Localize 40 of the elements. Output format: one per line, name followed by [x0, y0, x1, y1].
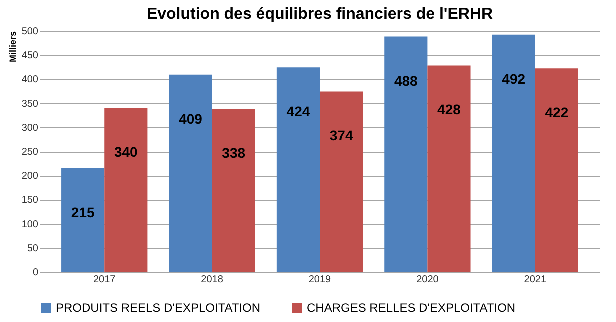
data-label: 428 — [438, 102, 462, 118]
y-tick-label: 250 — [22, 147, 39, 158]
y-axis-title: Milliers — [8, 32, 18, 63]
y-tick-label: 0 — [32, 268, 39, 278]
bar — [428, 66, 471, 272]
bar — [384, 36, 428, 272]
bar — [276, 68, 320, 272]
bar — [492, 34, 536, 272]
chart-title: Evolution des équilibres financiers de l'ERHR — [146, 6, 494, 23]
x-tick-label: 2018 — [201, 274, 224, 286]
data-label: 492 — [502, 70, 526, 87]
x-tick-label: 2017 — [93, 274, 116, 286]
legend-label: PRODUITS REELS D'EXPLOITATION — [56, 301, 261, 315]
data-label: 374 — [330, 128, 354, 144]
y-tick-label: 50 — [27, 243, 39, 254]
bar — [62, 168, 105, 272]
y-tick-label: 200 — [22, 171, 39, 182]
x-tick-label: 2021 — [524, 274, 547, 286]
y-tick-label: 450 — [22, 50, 39, 62]
y-tick-label: 300 — [22, 122, 39, 134]
data-label: 409 — [179, 110, 203, 127]
data-label: 215 — [71, 204, 95, 220]
x-tick-label: 2020 — [416, 274, 440, 286]
x-tick-label: 2019 — [308, 274, 332, 286]
data-label: 340 — [114, 144, 138, 160]
y-tick-label: 400 — [22, 74, 39, 86]
y-tick-label: 350 — [22, 98, 39, 110]
bar — [212, 109, 256, 272]
bar — [169, 74, 212, 272]
data-label: 338 — [222, 145, 246, 162]
data-label: 488 — [394, 72, 418, 89]
y-tick-label: 100 — [22, 219, 39, 230]
data-label: 422 — [545, 104, 569, 121]
data-label: 424 — [286, 104, 310, 120]
y-tick-label: 500 — [22, 26, 39, 38]
legend-label: CHARGES RELLES D'EXPLOITATION — [307, 301, 516, 315]
bar — [535, 68, 578, 272]
bar — [320, 92, 364, 272]
bar — [104, 108, 148, 272]
y-tick-label: 150 — [22, 195, 39, 206]
